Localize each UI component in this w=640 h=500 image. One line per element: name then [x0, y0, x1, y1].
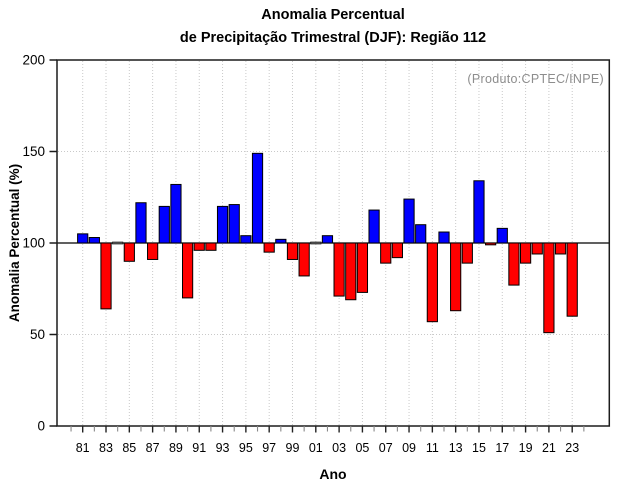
bar-1981	[77, 233, 89, 244]
bar-1988	[158, 205, 170, 244]
bar-2017	[496, 227, 508, 244]
x-axis-title: Ano	[319, 466, 347, 482]
bar-2016	[485, 242, 497, 246]
bar-1993	[216, 205, 229, 244]
y-tick-label: 100	[22, 236, 45, 251]
bar-2003	[333, 242, 345, 297]
x-tick-label: 87	[146, 441, 160, 455]
bar-2020	[531, 242, 543, 255]
x-tick-label: 21	[542, 441, 556, 455]
bar-1996	[251, 152, 264, 244]
x-tick-label: 11	[426, 441, 439, 455]
x-tick-label: 05	[355, 441, 369, 455]
bar-2018	[508, 242, 520, 286]
x-tick-label: 91	[192, 441, 206, 455]
bar-2015	[473, 180, 485, 244]
bar-2007	[380, 242, 392, 264]
chart-title-line1: Anomalia Percentual	[261, 7, 405, 23]
x-tick-label: 85	[122, 441, 136, 455]
x-tick-label: 81	[76, 441, 90, 455]
x-tick-label: 15	[472, 441, 486, 455]
bar-2005	[356, 242, 369, 293]
x-tick-label: 95	[239, 441, 253, 455]
bar-2006	[368, 209, 380, 244]
x-tick-label: 97	[262, 441, 276, 455]
bar-2010	[415, 224, 427, 244]
y-tick-label: 200	[22, 53, 45, 68]
bar-1998	[275, 238, 287, 244]
x-tick-label: 03	[332, 441, 346, 455]
x-tick-label: 23	[565, 441, 579, 455]
bar-2002	[321, 235, 334, 244]
bar-1985	[123, 242, 135, 262]
bar-1983	[100, 242, 112, 310]
bar-2001	[310, 241, 322, 245]
bar-1982	[88, 237, 100, 244]
bar-2019	[519, 242, 532, 264]
bar-1987	[147, 242, 159, 260]
bar-2022	[554, 242, 567, 255]
x-tick-label: 19	[519, 441, 533, 455]
x-tick-label: 99	[286, 441, 300, 455]
y-tick-label: 0	[37, 419, 45, 434]
x-tick-label: 09	[402, 441, 416, 455]
source-annotation: (Produto:CPTEC/INPE)	[467, 72, 604, 86]
bar-2000	[298, 242, 310, 277]
bar-2013	[450, 242, 462, 312]
bar-1999	[286, 242, 299, 260]
x-tick-label: 83	[99, 441, 113, 455]
bar-2021	[543, 242, 555, 334]
x-tick-label: 13	[449, 441, 463, 455]
chart-title-line2: de Precipitação Trimestral (DJF): Região…	[179, 30, 487, 46]
bar-1989	[170, 183, 182, 244]
x-tick-label: 93	[216, 441, 230, 455]
y-tick-label: 50	[30, 327, 45, 342]
bar-2009	[403, 198, 415, 244]
bar-2004	[345, 242, 357, 301]
x-tick-label: 17	[495, 441, 509, 455]
x-tick-label: 89	[169, 441, 183, 455]
bar-1986	[135, 202, 147, 244]
bar-1984	[112, 241, 124, 245]
bar-2008	[391, 242, 403, 259]
bar-1997	[263, 242, 275, 253]
y-tick-label: 150	[22, 144, 45, 159]
bar-2014	[461, 242, 473, 264]
bar-1992	[205, 242, 217, 251]
bar-2023	[566, 242, 578, 317]
bar-2012	[438, 231, 450, 244]
x-tick-label: 07	[379, 441, 393, 455]
bar-1991	[193, 242, 205, 251]
x-tick-label: 01	[309, 441, 323, 455]
bar-1995	[240, 235, 252, 244]
y-axis-title: Anomalia Percentual (%)	[7, 163, 22, 323]
bar-1990	[181, 242, 194, 299]
bar-1994	[228, 204, 240, 244]
bar-2011	[426, 242, 438, 323]
